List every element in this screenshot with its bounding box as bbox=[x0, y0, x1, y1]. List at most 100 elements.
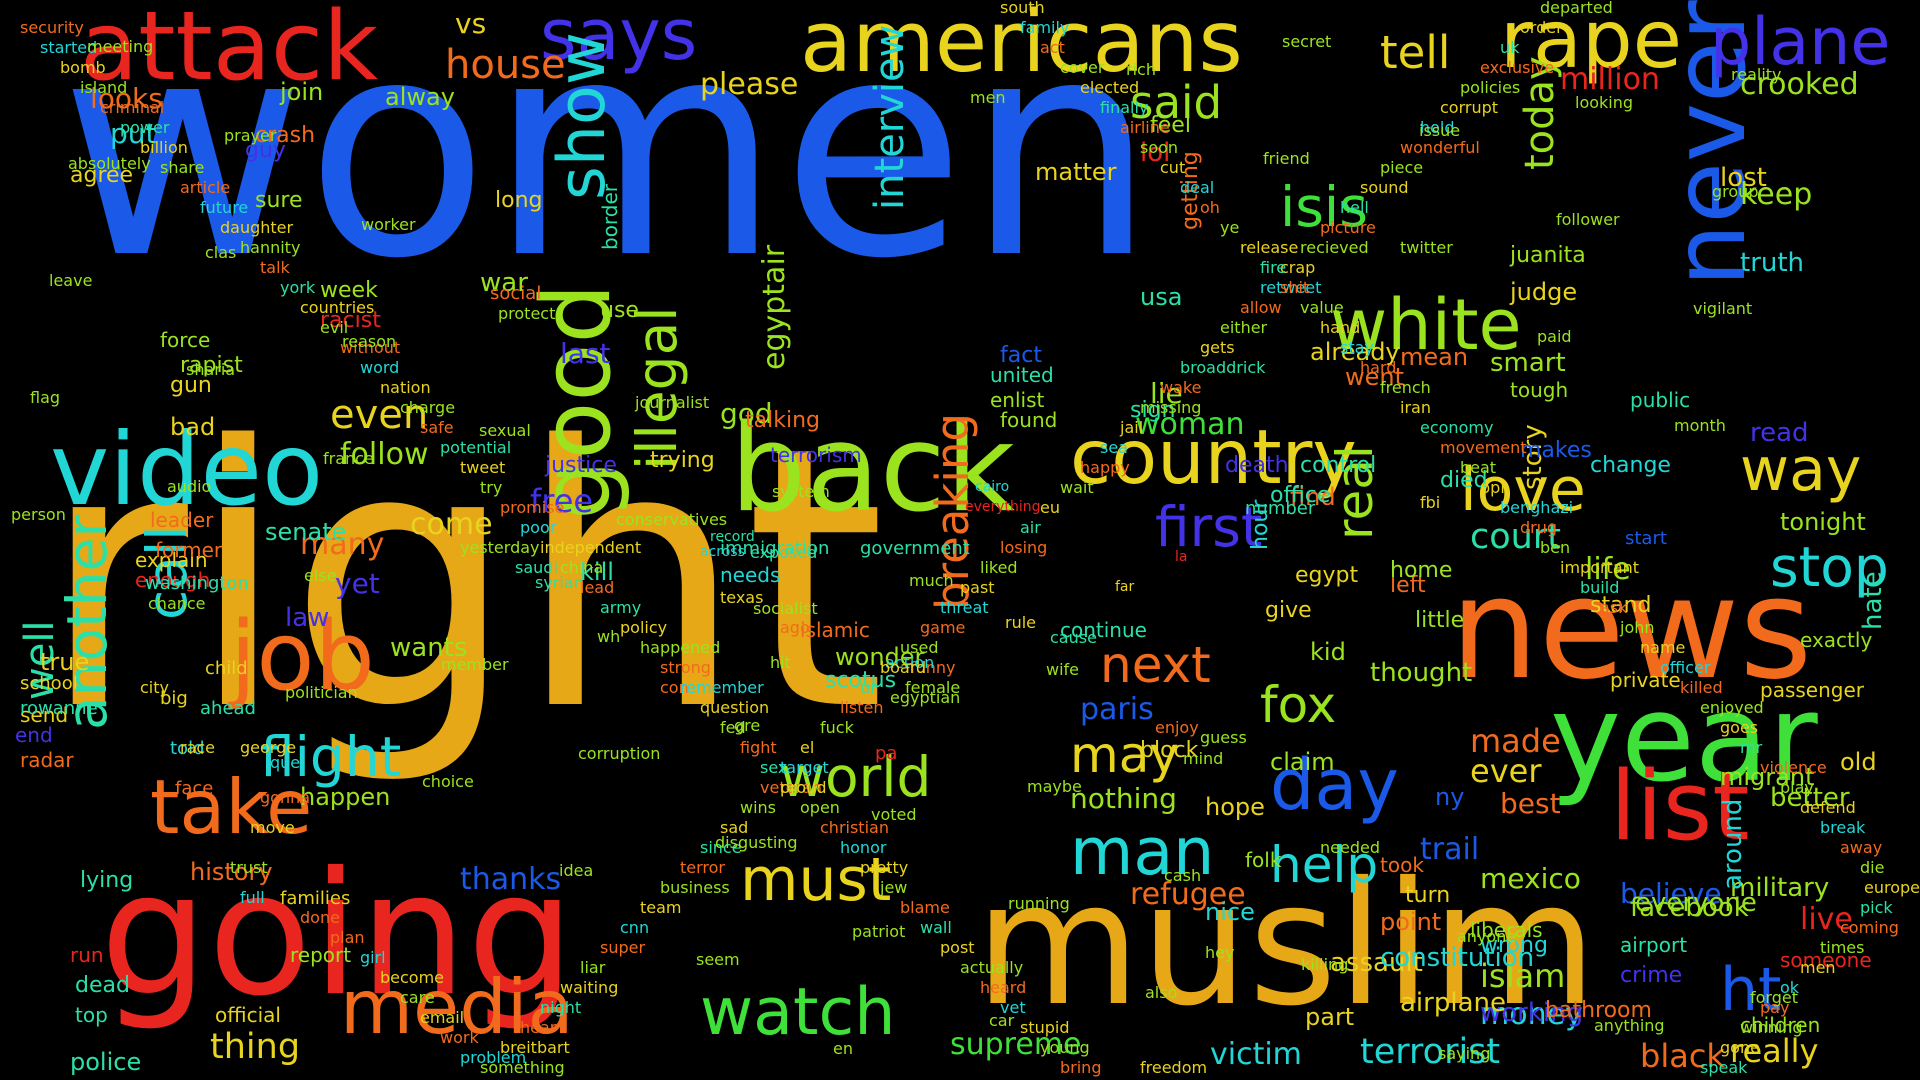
cloud-word-lol-93: lol bbox=[1140, 138, 1171, 168]
cloud-word-left-186: left bbox=[1390, 573, 1426, 598]
cloud-word-thing-66: thing bbox=[210, 1027, 301, 1067]
cloud-word-wants-75: wants bbox=[390, 633, 468, 663]
cloud-word-truth-71: truth bbox=[1740, 248, 1805, 278]
cloud-word-socialist-439: socialist bbox=[753, 599, 818, 618]
cloud-word-twitter-470: twitter bbox=[1400, 238, 1453, 257]
cloud-word-else-462: else bbox=[304, 566, 337, 585]
cloud-word-agree-101: agree bbox=[70, 163, 134, 188]
cloud-word-million-48: million bbox=[1560, 62, 1660, 97]
cloud-word-started-313: started bbox=[40, 38, 98, 57]
cloud-word-oh-408: oh bbox=[1200, 198, 1220, 217]
cloud-word-country-14: country bbox=[1070, 413, 1357, 501]
cloud-word-reason-436: reason bbox=[342, 332, 397, 351]
cloud-word-children-153: children bbox=[1740, 1013, 1821, 1037]
cloud-word-change-145: change bbox=[1590, 453, 1671, 478]
cloud-word-safe-332: safe bbox=[420, 418, 454, 437]
cloud-word-become-253: become bbox=[380, 968, 445, 987]
cloud-word-sea-289: sea bbox=[1100, 438, 1128, 457]
cloud-word-economy-397: economy bbox=[1420, 418, 1494, 437]
cloud-word-speak-365: speak bbox=[1700, 1058, 1748, 1077]
cloud-word-york-325: york bbox=[280, 278, 316, 297]
cloud-word-done-250: done bbox=[300, 908, 340, 927]
cloud-word-hell-301: hell bbox=[1340, 198, 1369, 217]
cloud-word-smart-139: smart bbox=[1490, 348, 1566, 378]
cloud-word-breitbart-259: breitbart bbox=[500, 1038, 570, 1057]
cloud-word-benghazi-393: benghazi bbox=[1500, 498, 1574, 517]
cloud-word-enough-211: enough bbox=[135, 568, 211, 592]
cloud-word-egypt-188: egypt bbox=[1295, 563, 1359, 588]
cloud-word-anything-432: anything bbox=[1594, 1016, 1665, 1035]
cloud-word-sad-270: sad bbox=[720, 818, 749, 837]
cloud-word-yet-77: yet bbox=[335, 567, 380, 600]
cloud-word-charge-331: charge bbox=[400, 398, 456, 417]
cloud-word-tough-140: tough bbox=[1510, 378, 1569, 402]
cloud-word-fire-405: fire bbox=[1260, 258, 1287, 277]
cloud-word-system-426: system bbox=[772, 482, 830, 501]
cloud-word-keep-59: keep bbox=[1740, 177, 1813, 212]
cloud-word-super-264: super bbox=[600, 938, 646, 957]
cloud-word-policy-342: policy bbox=[620, 618, 668, 637]
cloud-word-guy-100: guy bbox=[245, 138, 286, 163]
cloud-word-leave-447: leave bbox=[49, 271, 93, 290]
cloud-word-flight-28: flight bbox=[260, 725, 402, 789]
cloud-word-cnn-265: cnn bbox=[620, 918, 650, 937]
cloud-word-mind-429: mind bbox=[1183, 749, 1224, 768]
cloud-word-con-219: con bbox=[660, 678, 689, 697]
cloud-word-private-148: private bbox=[1610, 668, 1681, 692]
cloud-word-went-192: went bbox=[1345, 363, 1405, 391]
cloud-word-cut-410: cut bbox=[1160, 158, 1186, 177]
cloud-word-eu-286: eu bbox=[1040, 498, 1060, 517]
cloud-word-girl-252: girl bbox=[360, 948, 386, 967]
cloud-word-power-317: power bbox=[120, 118, 170, 137]
cloud-word-waiting-262: waiting bbox=[560, 978, 619, 997]
cloud-word-clas-435: clas bbox=[205, 243, 237, 262]
cloud-word-hand-402: hand bbox=[1320, 318, 1361, 337]
cloud-word-gun-107: gun bbox=[170, 373, 212, 398]
cloud-word-ur-277: ur bbox=[860, 678, 877, 697]
cloud-word-leader-232: leader bbox=[150, 508, 214, 532]
cloud-word-reality-433: reality bbox=[1731, 65, 1782, 84]
cloud-word-interview-43: interview bbox=[867, 24, 913, 210]
cloud-word-syrian-209: syrian bbox=[535, 573, 584, 592]
cloud-word-live-53: live bbox=[1800, 902, 1853, 937]
cloud-word-lie-92: lie bbox=[1150, 377, 1183, 410]
cloud-word-rule-229: rule bbox=[1005, 613, 1037, 632]
cloud-word-texas-205: texas bbox=[720, 588, 764, 607]
cloud-word-tonight-88: tonight bbox=[1780, 508, 1866, 536]
cloud-word-stop-39: stop bbox=[1770, 535, 1889, 599]
cloud-word-ben-391: ben bbox=[1540, 538, 1571, 557]
cloud-word-airline-412: airline bbox=[1120, 118, 1170, 137]
cloud-word-shit-404: shit bbox=[1280, 278, 1310, 297]
cloud-word-mr-381: mr bbox=[1740, 738, 1763, 757]
cloud-word-scotus-215: scotus bbox=[825, 668, 897, 693]
cloud-word-army-341: army bbox=[600, 598, 642, 617]
cloud-word-right-1: right bbox=[40, 370, 886, 789]
cloud-word-ht-49: ht bbox=[1720, 955, 1782, 1025]
cloud-word-policies-307: policies bbox=[1460, 78, 1521, 97]
cloud-word-wake-292: wake bbox=[1160, 378, 1202, 397]
cloud-word-promise-336: promise bbox=[500, 498, 565, 517]
cloud-word-migrant-152: migrant bbox=[1720, 763, 1815, 791]
cloud-word-trail-175: trail bbox=[1420, 832, 1480, 867]
cloud-word-used-279: used bbox=[900, 638, 939, 657]
cloud-word-found-129: found bbox=[1000, 408, 1058, 432]
cloud-word-law-76: law bbox=[285, 603, 330, 633]
cloud-word-journalist-425: journalist bbox=[635, 393, 710, 412]
cloud-word-fox-33: fox bbox=[1260, 676, 1337, 734]
cloud-word-stupid-362: stupid bbox=[1020, 1018, 1070, 1037]
cloud-word-first-40: first bbox=[1155, 495, 1263, 559]
cloud-word-nice-172: nice bbox=[1205, 898, 1255, 926]
cloud-word-crash-99: crash bbox=[255, 123, 316, 148]
cloud-word-threat-281: threat bbox=[940, 598, 989, 617]
cloud-word-victim-68: victim bbox=[1210, 1037, 1302, 1072]
cloud-word-problem-257: problem bbox=[460, 1048, 527, 1067]
cloud-word-men-370: men bbox=[1800, 958, 1836, 977]
cloud-word-beat-395: beat bbox=[1460, 458, 1497, 477]
cloud-word-cash-442: cash bbox=[1164, 866, 1202, 885]
cloud-word-school-236: school bbox=[20, 673, 78, 694]
cloud-word-use-134: use bbox=[600, 298, 639, 323]
cloud-word-attack-9: attack bbox=[80, 0, 379, 102]
cloud-word-point-170: point bbox=[1380, 908, 1442, 936]
cloud-word-force-106: force bbox=[160, 328, 211, 352]
